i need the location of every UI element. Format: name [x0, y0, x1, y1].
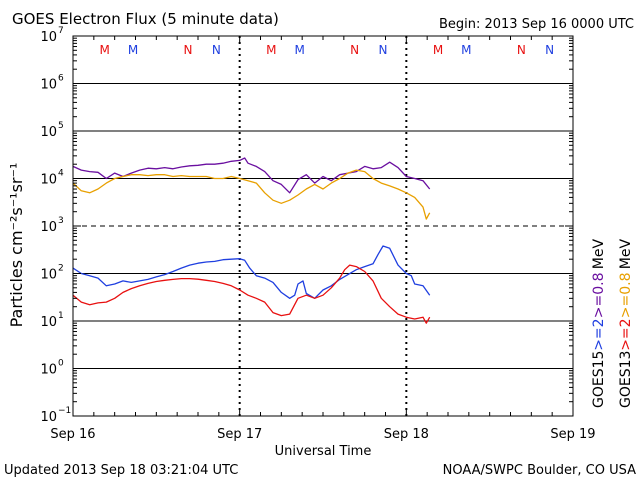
y-tick-label: 10 0 [40, 359, 64, 378]
legend-entry: GOES13 [618, 351, 634, 408]
x-tick-label: Sep 18 [384, 427, 429, 442]
x-tick-label: Sep 16 [50, 427, 95, 442]
series-layer [72, 157, 431, 324]
x-axis: Sep 16 Sep 17 Sep 18 Sep 19 [50, 36, 596, 442]
y-tick-base: 10 [40, 268, 57, 283]
legend-entry: >=0.8 [591, 272, 607, 318]
marker-label: N [517, 43, 526, 57]
x-tick-label: Sep 19 [550, 427, 595, 442]
y-tick-label: 10 2 [40, 264, 63, 283]
series-line-goes15-0-8-mev [72, 157, 431, 194]
marker-label: N [545, 43, 554, 57]
y-tick-exponent: 2 [58, 264, 64, 274]
marker-label: N [350, 43, 359, 57]
x-tick-label: Sep 17 [217, 427, 262, 442]
y-tick-exponent: 6 [58, 74, 64, 84]
marker-label: M [128, 43, 138, 57]
legend-entry: MeV [591, 239, 607, 270]
marker-label: M [461, 43, 471, 57]
y-tick-exponent: 5 [58, 121, 64, 131]
begin-time-label: Begin: 2013 Sep 16 0000 UTC [439, 17, 634, 32]
legend-entry: >=0.8 [618, 272, 634, 318]
y-tick-label: 10 6 [40, 74, 64, 93]
y-tick-base: 10 [40, 410, 57, 425]
series-line-goes13-0-8-mev [72, 169, 431, 220]
y-tick-label: 10 3 [40, 216, 63, 235]
grid-lines [73, 83, 573, 369]
y-tick-exponent: 7 [58, 26, 64, 36]
y-tick-label: 10 7 [40, 26, 63, 45]
marker-label: M [99, 43, 109, 57]
marker-label: N [184, 43, 193, 57]
marker-label: M [294, 43, 304, 57]
chart-title: GOES Electron Flux (5 minute data) [12, 10, 279, 28]
legend-entry: >=2 [618, 318, 634, 350]
y-tick-exponent: −1 [58, 406, 71, 416]
y-tick-label: 10 4 [40, 169, 64, 188]
y-tick-label: 10 1 [40, 311, 63, 330]
x-axis-label: Universal Time [275, 444, 372, 459]
marker-label: N [212, 43, 221, 57]
series-line-goes13-2-mev [72, 264, 431, 324]
series-line-goes15-2-mev [72, 245, 431, 299]
y-tick-base: 10 [40, 78, 57, 93]
marker-label: N [379, 43, 388, 57]
y-tick-exponent: 4 [58, 169, 64, 179]
y-tick-base: 10 [40, 125, 57, 140]
y-tick-exponent: 1 [58, 311, 64, 321]
y-tick-base: 10 [40, 173, 57, 188]
y-tick-label: 10 5 [40, 121, 63, 140]
y-tick-exponent: 0 [58, 359, 64, 369]
marker-label: M [266, 43, 276, 57]
y-tick-base: 10 [40, 30, 57, 45]
y-tick-exponent: 3 [58, 216, 64, 226]
y-axis-label: Particles cm⁻²s⁻¹sr⁻¹ [7, 163, 26, 328]
marker-label: M [433, 43, 443, 57]
y-tick-base: 10 [40, 315, 57, 330]
legend-entry: >=2 [591, 318, 607, 350]
credit-label: NOAA/SWPC Boulder, CO USA [443, 463, 636, 478]
legend-entry: MeV [618, 239, 634, 270]
y-tick-base: 10 [40, 363, 57, 378]
updated-timestamp: Updated 2013 Sep 18 03:21:04 UTC [4, 463, 238, 478]
y-tick-base: 10 [40, 220, 57, 235]
y-tick-label: 10 −1 [40, 406, 71, 425]
legend-entry: GOES15 [591, 351, 607, 408]
